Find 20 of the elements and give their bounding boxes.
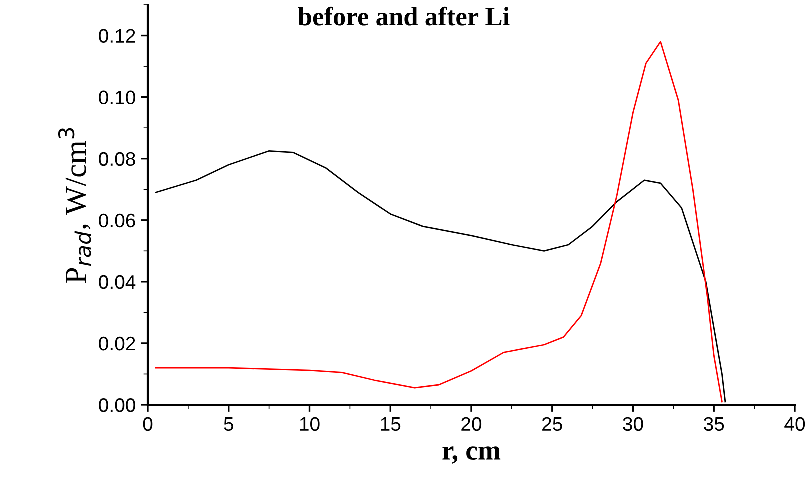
x-axis-title: r, cm <box>442 446 501 464</box>
line-series <box>155 41 723 403</box>
y-tick-label: 0.06 <box>99 214 136 228</box>
x-tick-label: 10 <box>300 417 320 432</box>
y-tick-label: 0.08 <box>99 152 136 166</box>
x-tick-label: 25 <box>542 417 562 432</box>
x-tick-label: 40 <box>784 417 806 432</box>
y-tick-label: 0.02 <box>99 336 136 351</box>
y-axis-title: P$_{rad}$, W/cm$^{3}$ <box>58 128 92 284</box>
x-tick-label: 0 <box>143 417 153 432</box>
x-tick-label: 20 <box>462 417 482 432</box>
x-tick-label: 15 <box>381 418 401 432</box>
y-tick-label: 0.00 <box>99 398 136 412</box>
y-tick-label: 0.12 <box>99 29 136 44</box>
chart-title: before and after Li <box>298 6 510 26</box>
x-tick-label: 30 <box>623 417 644 432</box>
x-tick-label: 5 <box>224 418 234 432</box>
y-tick-label: 0.04 <box>99 275 136 290</box>
y-tick-label: 0.10 <box>99 90 136 105</box>
x-tick-label: 35 <box>704 417 724 432</box>
